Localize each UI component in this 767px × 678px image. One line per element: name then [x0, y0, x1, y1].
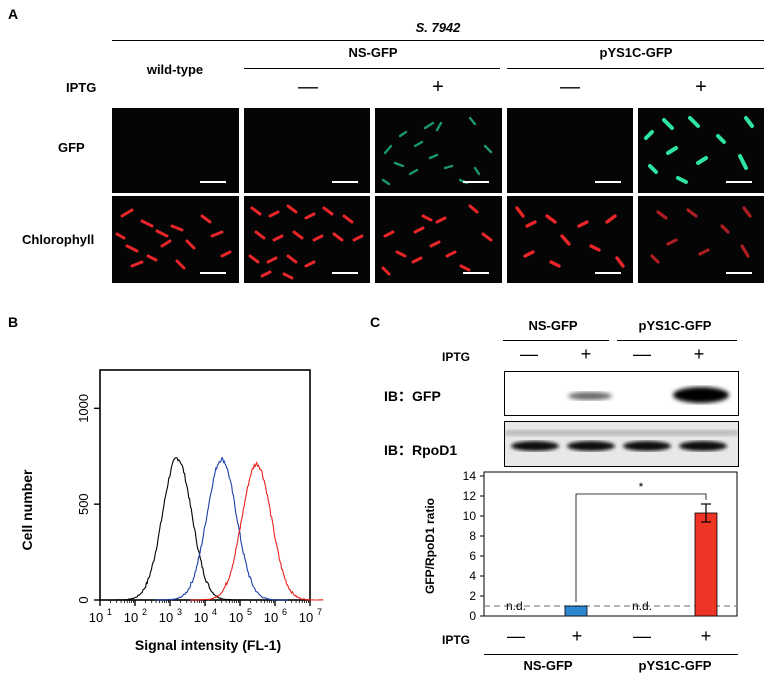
- histogram-xtick-exponent: 3: [177, 607, 182, 617]
- micrograph-gfp-pys-plus: [638, 108, 764, 193]
- c-iptg-plus-ns-bottom: +: [571, 626, 583, 646]
- micrograph-gfp-ns-minus: [244, 108, 370, 193]
- iptg-minus-ns: —: [298, 76, 318, 98]
- iptg-plus-ns: +: [432, 76, 444, 98]
- micrograph-gfp-wildtype: [112, 108, 239, 193]
- bar-ytick-label: 8: [469, 529, 476, 543]
- micrograph-chl-pys-plus: [638, 196, 764, 283]
- group-label-pys1c-gfp: pYS1C-GFP: [599, 45, 673, 60]
- c-bottom-label-pys1c-gfp: pYS1C-GFP: [638, 658, 712, 673]
- micrograph-gfp-pys-minus: [507, 108, 633, 193]
- micrograph-chl-wildtype: [112, 196, 239, 283]
- c-iptg-label-bottom: IPTG: [442, 633, 471, 647]
- row-label-chlorophyll: Chlorophyll: [22, 232, 95, 247]
- histogram-ytick-label: 1000: [76, 394, 91, 423]
- micrograph-chl-pys-minus: [507, 196, 633, 283]
- bar-frame: [483, 471, 738, 617]
- bar-ytick-label: 2: [469, 589, 476, 603]
- histogram-ytick-label: 0: [76, 596, 91, 603]
- c-group-rule-pys: [617, 340, 737, 341]
- c-iptg-label-top: IPTG: [442, 350, 471, 364]
- c-iptg-minus-ns-bottom: —: [507, 626, 525, 646]
- western-blot-gfp: [504, 371, 739, 416]
- c-iptg-minus-ns-top: —: [520, 344, 538, 364]
- row-label-gfp: GFP: [58, 140, 85, 155]
- bar-ytick-label: 10: [463, 509, 477, 523]
- significance-bracket: [575, 493, 707, 602]
- histogram-xtick-exponent: 1: [107, 607, 112, 617]
- c-iptg-plus-pys-bottom: +: [700, 626, 712, 646]
- histogram-xtick-label: 10: [194, 610, 208, 625]
- histogram-xtick-label: 10: [264, 610, 278, 625]
- histogram-series-2: [190, 461, 324, 601]
- histogram-xtick-label: 10: [159, 610, 173, 625]
- significance-star: *: [639, 480, 644, 494]
- bar-1: [564, 605, 588, 617]
- bar-ytick-label: 14: [463, 469, 477, 483]
- c-iptg-minus-pys-top: —: [633, 344, 651, 364]
- ib-rpod1-label: IB：RpoD1: [384, 442, 458, 458]
- histogram-xtick-label: 10: [89, 610, 103, 625]
- c-group-label-ns-gfp: NS-GFP: [528, 318, 578, 333]
- histogram-ytick-label: 500: [76, 493, 91, 515]
- bar-ylabel: GFP/RpoD1 ratio: [423, 498, 437, 594]
- group-rule-ns-gfp: [244, 68, 500, 69]
- iptg-plus-pys: +: [695, 76, 707, 98]
- histogram-series-1: [155, 456, 289, 601]
- panel-letter-a: A: [8, 6, 19, 22]
- ib-gfp-label: IB：GFP: [384, 388, 441, 404]
- iptg-minus-pys: —: [560, 76, 580, 98]
- histogram-xtick-exponent: 2: [142, 607, 147, 617]
- strain-rule: [112, 40, 764, 41]
- iptg-label-a: IPTG: [66, 80, 97, 95]
- c-group-rule-ns: [503, 340, 609, 341]
- bar-ytick-label: 4: [469, 569, 476, 583]
- histogram-ylabel: Cell number: [19, 469, 35, 550]
- bar-ytick-label: 0: [469, 609, 476, 623]
- micrograph-gfp-ns-plus: [375, 108, 502, 193]
- panel-letter-c: C: [370, 314, 381, 330]
- bar-nd-label-0: n.d.: [506, 599, 526, 613]
- histogram-xtick-exponent: 5: [247, 607, 252, 617]
- bar-3: [694, 512, 718, 617]
- c-iptg-plus-pys-top: +: [693, 344, 705, 364]
- group-label-wildtype: wild-type: [146, 62, 204, 77]
- c-group-label-pys1c-gfp: pYS1C-GFP: [638, 318, 712, 333]
- group-rule-pys1c-gfp: [507, 68, 764, 69]
- c-iptg-plus-ns-top: +: [580, 344, 592, 364]
- histogram-xtick-exponent: 4: [212, 607, 217, 617]
- bar-ytick-label: 6: [469, 549, 476, 563]
- panel-letter-b: B: [8, 314, 19, 330]
- western-blot-rpod1: [504, 421, 739, 467]
- c-iptg-minus-pys-bottom: —: [633, 626, 651, 646]
- gfp-rpod1-bar-chart: GFP/RpoD1 ratio 0 2 4 6 8 10 12 14 n.d. n.d. *: [423, 469, 738, 623]
- c-bottom-rule-ns: [484, 654, 612, 655]
- histogram-xtick-exponent: 6: [282, 607, 287, 617]
- bar-ytick-label: 12: [463, 489, 477, 503]
- group-label-ns-gfp: NS-GFP: [348, 45, 398, 60]
- micrograph-chl-ns-plus: [375, 196, 502, 283]
- c-bottom-label-ns-gfp: NS-GFP: [523, 658, 573, 673]
- bar-nd-label-2: n.d.: [632, 599, 652, 613]
- flow-cytometry-histogram: Cell number 0 500 1000 10 1 10 2 10 3 10 4 10 5 10 6 10…: [19, 369, 324, 653]
- c-bottom-rule-pys: [612, 654, 738, 655]
- histogram-frame: [99, 369, 311, 601]
- strain-label: S. 7942: [415, 20, 461, 35]
- histogram-xtick-label: 10: [124, 610, 138, 625]
- histogram-xtick-exponent: 7: [317, 607, 322, 617]
- micrograph-chl-ns-minus: [244, 196, 370, 283]
- histogram-xlabel: Signal intensity (FL-1): [135, 637, 281, 653]
- histogram-series-0: [110, 457, 244, 601]
- histogram-xtick-label: 10: [299, 610, 313, 625]
- histogram-xtick-label: 10: [229, 610, 243, 625]
